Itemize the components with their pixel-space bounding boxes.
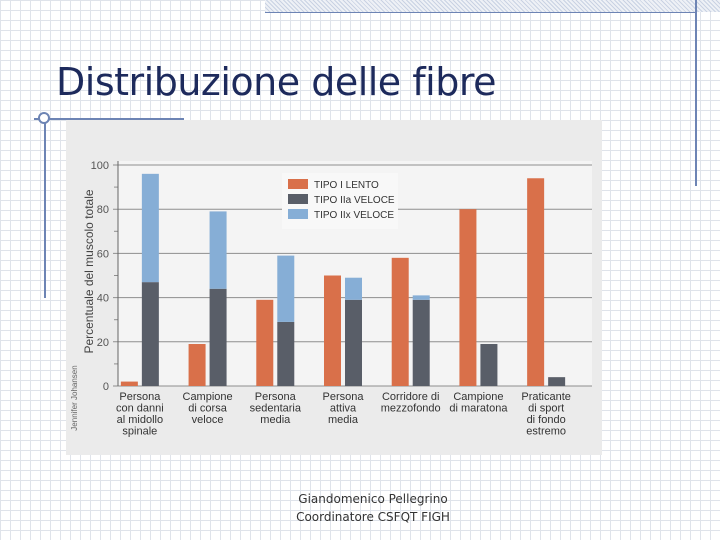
x-category-label-line: con danni (116, 403, 164, 415)
frame-corner-circle (38, 112, 50, 124)
x-category-label-line: spinale (122, 426, 157, 438)
bar-tipo-iia-veloce (412, 299, 430, 386)
legend-label: TIPO IIx VELOCE (314, 210, 394, 221)
footer: Giandomenico Pellegrino Coordinatore CSF… (200, 490, 546, 526)
x-category-label: Corridore di mezzofondo (381, 391, 441, 415)
x-category-label: Persona attiva media (323, 391, 365, 426)
bar-tipo-i-lento (459, 209, 477, 386)
x-category-label-line: Campione (453, 391, 503, 403)
y-axis-label: Percentuale del muscolo totale (82, 189, 96, 353)
x-category-label-line: Praticante (521, 391, 571, 403)
x-category-label-line: media (260, 414, 291, 426)
bar-tipo-i-lento (391, 257, 409, 386)
x-category-label-line: Campione (183, 391, 233, 403)
photo-credit: Jennifer Johansen (70, 365, 79, 430)
bar-tipo-iix-veloce (277, 255, 295, 322)
bar-tipo-i-lento (324, 275, 341, 386)
frame-line-top (265, 12, 697, 13)
x-category-label-line: di sport (528, 403, 564, 415)
y-tick-label: 20 (97, 337, 109, 349)
bar-tipo-iix-veloce (345, 277, 362, 300)
y-tick-label: 80 (97, 204, 109, 216)
bar-tipo-i-lento (120, 381, 138, 386)
x-category-label-line: sedentaria (250, 403, 302, 415)
x-category-label-line: mezzofondo (381, 403, 441, 415)
x-category-label: Praticante di sport di fondo estremo (521, 391, 571, 438)
y-tick-label: 60 (97, 248, 109, 260)
header-decoration-band (265, 0, 720, 12)
bar-tipo-iia-veloce (480, 344, 498, 386)
x-category-label-line: di fondo (527, 414, 566, 426)
bar-tipo-iix-veloce (209, 211, 227, 289)
x-category-label-line: Corridore di (382, 391, 439, 403)
x-category-label: Campione di maratona (449, 391, 508, 415)
x-category-label-line: di corsa (188, 403, 227, 415)
frame-line-horizontal (34, 118, 184, 120)
frame-line-vertical (44, 118, 46, 298)
x-category-label-line: media (328, 414, 359, 426)
x-category-label-line: veloce (192, 414, 224, 426)
footer-author: Giandomenico Pellegrino (298, 492, 448, 506)
x-category-label-line: Persona (255, 391, 297, 403)
x-category-label-line: estremo (526, 426, 566, 438)
fiber-distribution-chart: 0 20 40 60 80 100 Percentuale del muscolo tota… (66, 120, 602, 455)
y-tick-label: 0 (103, 381, 109, 393)
legend-swatch (288, 179, 308, 189)
bar-tipo-iia-veloce (548, 377, 566, 386)
x-category-label: Persona con danni al midollo spinale (116, 391, 164, 438)
y-tick-label: 100 (91, 160, 109, 172)
bar-tipo-iia-veloce (345, 299, 362, 386)
frame-line-right (695, 0, 697, 186)
x-category-label-line: al midollo (117, 414, 163, 426)
x-category-label-line: Persona (323, 391, 365, 403)
bar-tipo-iia-veloce (277, 321, 295, 386)
bar-tipo-iix-veloce (141, 173, 159, 283)
chart-panel: 0 20 40 60 80 100 Percentuale del muscolo tota… (66, 120, 602, 455)
legend-label: TIPO I LENTO (314, 180, 379, 191)
y-tick-label: 40 (97, 293, 109, 305)
x-category-label-line: Persona (119, 391, 161, 403)
x-category-label-line: di maratona (449, 403, 508, 415)
bar-tipo-iix-veloce (412, 295, 430, 300)
bar-tipo-iia-veloce (141, 282, 159, 386)
bar-tipo-i-lento (256, 299, 274, 386)
legend: TIPO I LENTO TIPO IIa VELOCE TIPO IIx VELO… (282, 173, 398, 229)
legend-swatch (288, 194, 308, 204)
footer-role: Coordinatore CSFQT FIGH (296, 510, 450, 524)
bar-tipo-i-lento (527, 178, 545, 386)
bar-tipo-i-lento (188, 344, 206, 386)
x-category-label-line: attiva (330, 403, 357, 415)
x-category-label: Campione di corsa veloce (183, 391, 233, 426)
legend-label: TIPO IIa VELOCE (314, 195, 395, 206)
slide-title: Distribuzione delle fibre (56, 60, 497, 104)
x-category-label: Persona sedentaria media (250, 391, 302, 426)
bar-tipo-iia-veloce (209, 288, 227, 386)
legend-swatch (288, 209, 308, 219)
